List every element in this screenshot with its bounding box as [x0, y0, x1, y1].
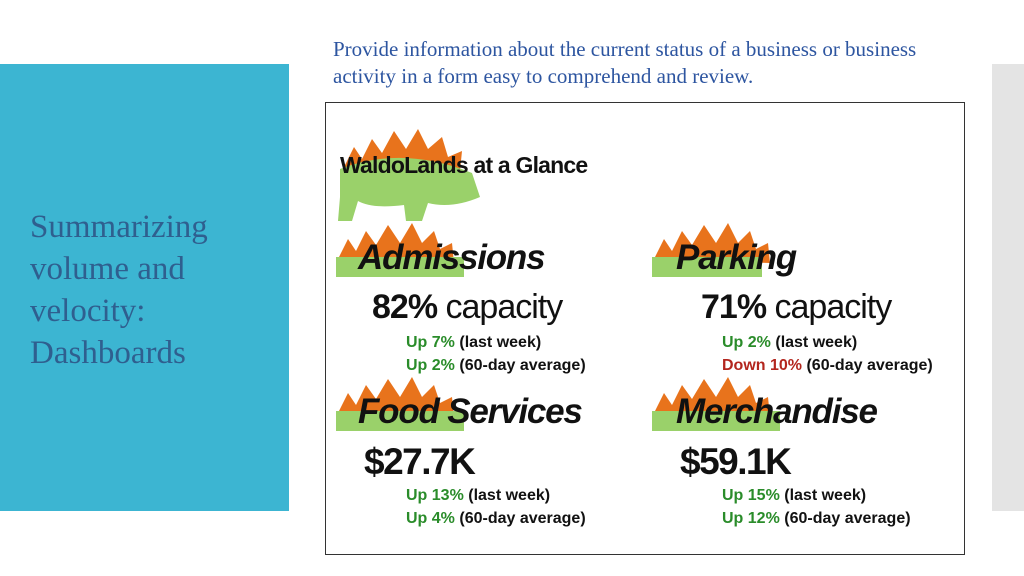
merch-change-avg-label: (60-day average): [784, 510, 911, 527]
food-change-week: Up 13% (last week): [406, 487, 550, 505]
right-scroll-bar: [992, 64, 1024, 511]
food-change-week-value: Up 13%: [406, 487, 464, 504]
slide-title: Summarizing volume and velocity: Dashboa…: [30, 209, 208, 371]
merch-change-week-value: Up 15%: [722, 487, 780, 504]
parking-change-avg-label: (60-day average): [806, 357, 933, 374]
merch-change-avg-value: Up 12%: [722, 510, 780, 527]
food-header-icon: [336, 377, 464, 431]
parking-title: Parking: [676, 238, 797, 277]
parking-header-icon: [652, 223, 770, 277]
slide-subtitle: Provide information about the current st…: [333, 37, 917, 88]
food-value: $27.7K: [364, 441, 476, 482]
admissions-value: 82% capacity: [372, 288, 564, 327]
food-change-week-label: (last week): [468, 487, 551, 504]
parking-change-week-label: (last week): [775, 334, 858, 351]
admissions-change-week-label: (last week): [459, 334, 542, 351]
admissions-change-week-value: Up 7%: [406, 334, 455, 351]
dashboard-frame: WaldoLands at a Glance Admissions 82% ca…: [325, 102, 965, 555]
parking-change-week: Up 2% (last week): [722, 334, 857, 352]
merch-change-week: Up 15% (last week): [722, 487, 866, 505]
merch-header-icon: [652, 377, 780, 431]
admissions-change-week: Up 7% (last week): [406, 334, 541, 352]
admissions-change-avg-label: (60-day average): [459, 357, 586, 374]
admissions-header-icon: [336, 223, 464, 277]
merch-change-week-label: (last week): [784, 487, 867, 504]
admissions-change-avg: Up 2% (60-day average): [406, 357, 586, 375]
admissions-title: Admissions: [358, 238, 546, 277]
merch-value: $59.1K: [680, 441, 792, 482]
parking-value: 71% capacity: [701, 288, 893, 327]
food-change-avg-label: (60-day average): [459, 510, 586, 527]
parking-unit: capacity: [774, 288, 893, 326]
parking-percent: 71%: [701, 288, 767, 326]
admissions-percent: 82%: [372, 288, 438, 326]
food-title: Food Services: [358, 392, 583, 431]
side-panel: [0, 64, 289, 511]
dinosaur-logo-icon: [338, 129, 480, 221]
parking-change-avg: Down 10% (60-day average): [722, 357, 933, 375]
merch-title: Merchandise: [676, 392, 878, 431]
parking-change-week-value: Up 2%: [722, 334, 771, 351]
food-change-avg: Up 4% (60-day average): [406, 510, 586, 528]
admissions-change-avg-value: Up 2%: [406, 357, 455, 374]
food-change-avg-value: Up 4%: [406, 510, 455, 527]
parking-change-avg-value: Down 10%: [722, 357, 803, 374]
logo-text: WaldoLands at a Glance: [340, 152, 588, 178]
merch-change-avg: Up 12% (60-day average): [722, 510, 911, 528]
admissions-unit: capacity: [445, 288, 564, 326]
